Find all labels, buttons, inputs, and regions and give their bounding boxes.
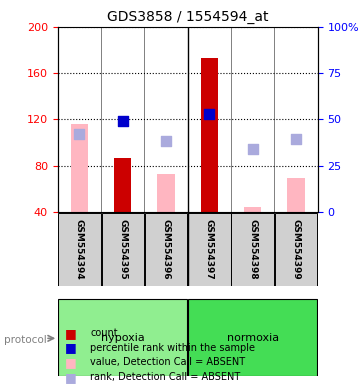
Point bbox=[163, 138, 169, 144]
FancyBboxPatch shape bbox=[188, 213, 231, 286]
Bar bbox=[157, 174, 175, 212]
Text: GSM554394: GSM554394 bbox=[75, 218, 84, 279]
Bar bbox=[287, 178, 305, 212]
Text: GSM554397: GSM554397 bbox=[205, 218, 214, 279]
FancyBboxPatch shape bbox=[145, 213, 187, 286]
FancyBboxPatch shape bbox=[275, 213, 317, 286]
Text: GSM554398: GSM554398 bbox=[248, 218, 257, 279]
Text: count: count bbox=[90, 328, 118, 338]
Point bbox=[293, 136, 299, 142]
Point bbox=[206, 111, 212, 117]
Text: normoxia: normoxia bbox=[227, 333, 279, 343]
Bar bbox=[244, 207, 261, 212]
Text: ■: ■ bbox=[65, 356, 77, 369]
FancyBboxPatch shape bbox=[101, 213, 144, 286]
FancyBboxPatch shape bbox=[188, 300, 317, 376]
Text: hypoxia: hypoxia bbox=[101, 333, 145, 343]
Text: ■: ■ bbox=[65, 327, 77, 340]
Text: GSM554399: GSM554399 bbox=[292, 218, 300, 279]
FancyBboxPatch shape bbox=[58, 300, 187, 376]
Bar bbox=[71, 124, 88, 212]
FancyBboxPatch shape bbox=[231, 213, 274, 286]
Text: rank, Detection Call = ABSENT: rank, Detection Call = ABSENT bbox=[90, 372, 240, 382]
Text: value, Detection Call = ABSENT: value, Detection Call = ABSENT bbox=[90, 358, 245, 367]
Text: ■: ■ bbox=[65, 341, 77, 354]
Text: percentile rank within the sample: percentile rank within the sample bbox=[90, 343, 255, 353]
Point bbox=[250, 146, 256, 152]
Text: GSM554395: GSM554395 bbox=[118, 218, 127, 279]
FancyBboxPatch shape bbox=[58, 213, 101, 286]
Text: GSM554396: GSM554396 bbox=[162, 218, 170, 279]
Bar bbox=[201, 58, 218, 212]
Point bbox=[120, 118, 126, 124]
Point bbox=[77, 131, 82, 137]
Title: GDS3858 / 1554594_at: GDS3858 / 1554594_at bbox=[107, 10, 269, 25]
Bar bbox=[114, 157, 131, 212]
Text: ■: ■ bbox=[65, 371, 77, 384]
Text: protocol: protocol bbox=[4, 335, 46, 345]
